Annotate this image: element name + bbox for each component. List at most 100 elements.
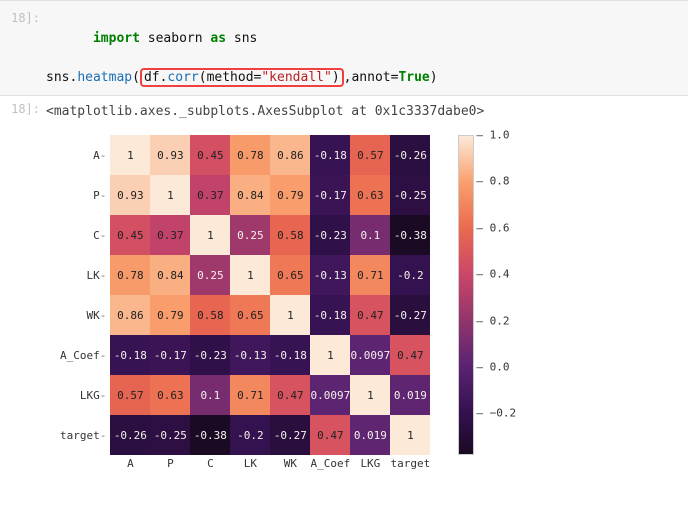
- y-tick: C: [93, 215, 106, 255]
- heatmap-cell: 1: [150, 175, 190, 215]
- heatmap-cell: -0.38: [190, 415, 230, 455]
- x-axis: APCLKWKA_CoefLKGtarget: [110, 455, 430, 470]
- heatmap-cell: -0.17: [310, 175, 350, 215]
- heatmap-cell: 0.45: [190, 135, 230, 175]
- heatmap-cell: 0.78: [110, 255, 150, 295]
- lparen2: (: [199, 70, 207, 85]
- x-tick: C: [190, 457, 230, 470]
- rparen2: ): [332, 70, 340, 85]
- heatmap-cell: 0.79: [270, 175, 310, 215]
- heatmap-cell: -0.27: [270, 415, 310, 455]
- y-tick: P: [93, 175, 106, 215]
- heatmap-cell: -0.25: [150, 415, 190, 455]
- colorbar-tick: – 1.0: [476, 129, 509, 142]
- heatmap-cell: 0.57: [350, 135, 390, 175]
- heatmap-cell: -0.18: [270, 335, 310, 375]
- heatmap-cell: 0.93: [150, 135, 190, 175]
- heatmap-cell: 0.86: [270, 135, 310, 175]
- heatmap-cell: 0.86: [110, 295, 150, 335]
- input-cell: 18]: import seaborn as sns sns.heatmap(d…: [0, 0, 688, 96]
- colorbar-tick: – 0.8: [476, 175, 509, 188]
- output-cell: 18]: <matplotlib.axes._subplots.AxesSubp…: [0, 96, 688, 131]
- code-line-1: import seaborn as sns: [46, 9, 680, 68]
- heatmap-cell: 1: [310, 335, 350, 375]
- figure: APCLKWKA_CoefLKGtarget 10.930.450.780.86…: [0, 131, 688, 470]
- obj-sns: sns: [46, 70, 69, 85]
- heatmap-cell: 0.57: [110, 375, 150, 415]
- heatmap-cell: 0.0097: [350, 335, 390, 375]
- heatmap-cell: 0.019: [390, 375, 430, 415]
- heatmap-cell: -0.17: [150, 335, 190, 375]
- heatmap-cell: 1: [230, 255, 270, 295]
- bool-true: True: [398, 70, 429, 85]
- heatmap-cell: 1: [190, 215, 230, 255]
- heatmap-cell: 0.47: [350, 295, 390, 335]
- highlighted-expr: df.corr(method="kendall"): [140, 68, 344, 87]
- heatmap-cell: 0.65: [270, 255, 310, 295]
- heatmap-cell: -0.18: [310, 135, 350, 175]
- x-tick: LKG: [350, 457, 390, 470]
- y-tick: target: [60, 415, 106, 455]
- output-prompt: 18]:: [0, 100, 46, 116]
- heatmap-cell: -0.26: [110, 415, 150, 455]
- heatmap-cell: -0.23: [190, 335, 230, 375]
- str-kendall: "kendall": [261, 70, 331, 85]
- heatmap-cell: 1: [110, 135, 150, 175]
- code-content[interactable]: import seaborn as sns sns.heatmap(df.cor…: [46, 9, 688, 87]
- heatmap-cell: -0.27: [390, 295, 430, 335]
- heatmap-cell: 0.47: [390, 335, 430, 375]
- heatmap-cell: 0.58: [190, 295, 230, 335]
- x-tick: WK: [270, 457, 310, 470]
- y-axis: APCLKWKA_CoefLKGtarget: [60, 135, 110, 455]
- x-tick: A_Coef: [310, 457, 350, 470]
- keyword-import: import: [93, 31, 140, 46]
- heatmap-chart: APCLKWKA_CoefLKGtarget 10.930.450.780.86…: [60, 135, 688, 470]
- kw-method: method: [207, 70, 254, 85]
- output-text: <matplotlib.axes._subplots.AxesSubplot a…: [46, 100, 688, 127]
- heatmap-cell: 1: [270, 295, 310, 335]
- heatmap-cell: 0.45: [110, 215, 150, 255]
- heatmap-cell: -0.18: [310, 295, 350, 335]
- fn-corr: corr: [167, 70, 198, 85]
- fn-heatmap: heatmap: [77, 70, 132, 85]
- heatmap-cell: 1: [350, 375, 390, 415]
- x-tick: P: [150, 457, 190, 470]
- heatmap-cell: -0.26: [390, 135, 430, 175]
- input-prompt: 18]:: [0, 9, 46, 25]
- heatmap-cell: -0.13: [310, 255, 350, 295]
- y-tick: WK: [87, 295, 107, 335]
- heatmap-cell: -0.2: [230, 415, 270, 455]
- heatmap-cell: 0.25: [230, 215, 270, 255]
- heatmap-cell: 0.93: [110, 175, 150, 215]
- colorbar-tick: – 0.4: [476, 268, 509, 281]
- heatmap-cell: 0.019: [350, 415, 390, 455]
- heatmap-cell: 0.63: [350, 175, 390, 215]
- heatmap-cell: 0.1: [190, 375, 230, 415]
- colorbar-tick: – 0.6: [476, 221, 509, 234]
- y-tick: LKG: [80, 375, 107, 415]
- heatmap-cell: -0.18: [110, 335, 150, 375]
- colorbar-wrap: – 1.0– 0.8– 0.6– 0.4– 0.2– 0.0– −0.2: [458, 135, 518, 455]
- heatmap-cell: -0.2: [390, 255, 430, 295]
- lparen: (: [132, 70, 140, 85]
- colorbar-ticks: – 1.0– 0.8– 0.6– 0.4– 0.2– 0.0– −0.2: [474, 135, 518, 455]
- heatmap-cell: 0.25: [190, 255, 230, 295]
- heatmap-cell: 1: [390, 415, 430, 455]
- x-tick: LK: [230, 457, 270, 470]
- x-tick: target: [390, 457, 430, 470]
- heatmap-cell: -0.23: [310, 215, 350, 255]
- x-tick: A: [110, 457, 150, 470]
- keyword-as: as: [210, 31, 226, 46]
- heatmap-cell: -0.38: [390, 215, 430, 255]
- y-tick: LK: [87, 255, 107, 295]
- heatmap-cell: 0.84: [230, 175, 270, 215]
- obj-df: df: [144, 70, 160, 85]
- heatmap-cell: -0.25: [390, 175, 430, 215]
- rparen: ): [430, 70, 438, 85]
- heatmap-cell: 0.0097: [310, 375, 350, 415]
- heatmap-cell: 0.79: [150, 295, 190, 335]
- module-name: seaborn: [148, 31, 203, 46]
- heatmap-cell: 0.84: [150, 255, 190, 295]
- heatmap-cell: 0.65: [230, 295, 270, 335]
- heatmap-cell: 0.58: [270, 215, 310, 255]
